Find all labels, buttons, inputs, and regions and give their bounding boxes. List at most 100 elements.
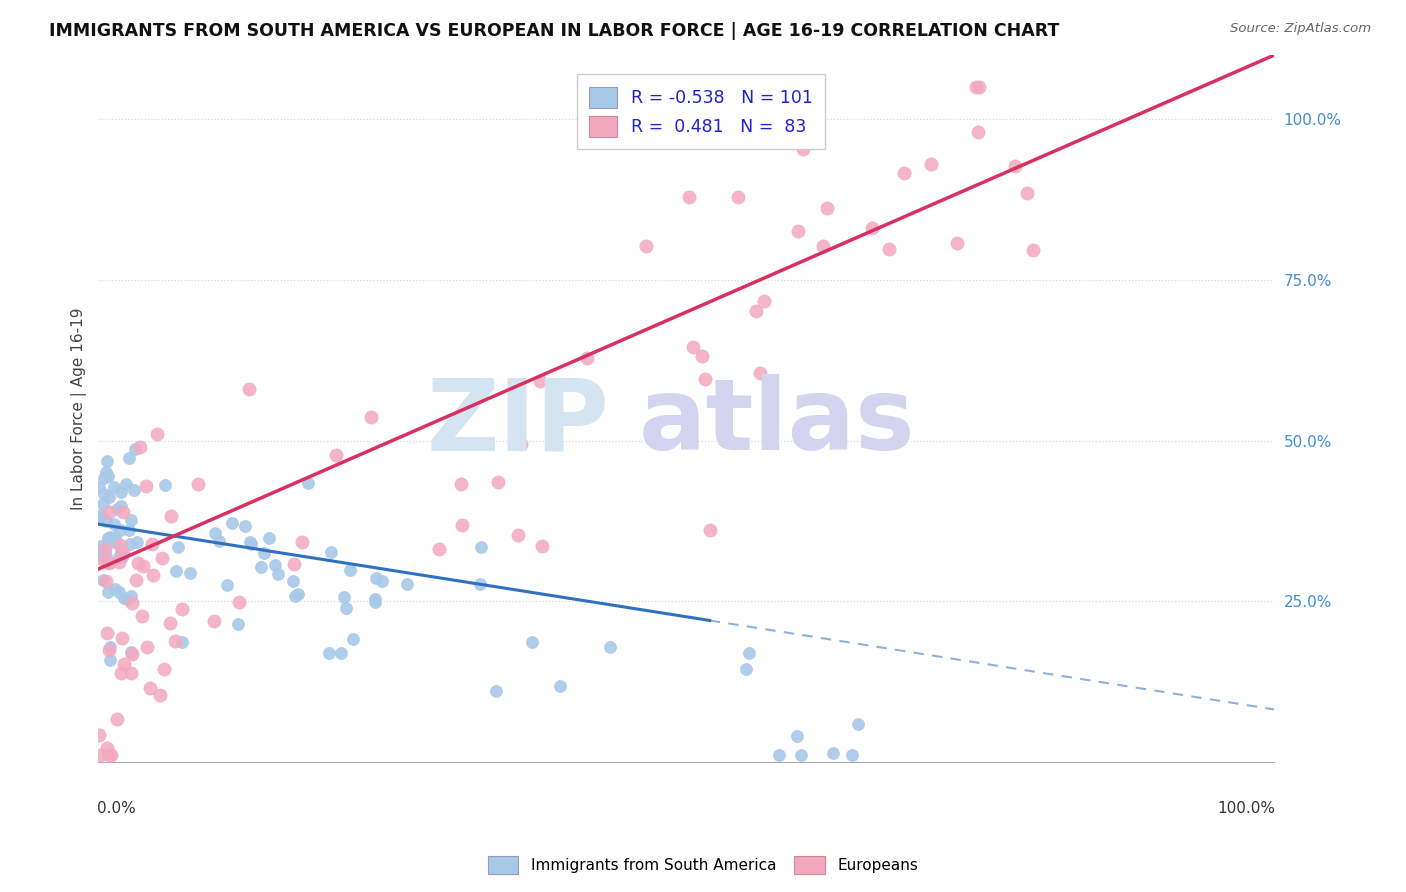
Point bbox=[114, 657, 136, 672]
Point bbox=[98, 530, 121, 544]
Point bbox=[131, 609, 153, 624]
Point bbox=[124, 442, 146, 456]
Point bbox=[110, 542, 132, 557]
Point bbox=[395, 577, 418, 591]
Point bbox=[846, 717, 869, 731]
Point bbox=[682, 340, 704, 354]
Point bbox=[187, 477, 209, 491]
Point bbox=[287, 587, 309, 601]
Point bbox=[120, 645, 142, 659]
Point bbox=[89, 542, 111, 557]
Point bbox=[841, 748, 863, 763]
Point bbox=[468, 577, 491, 591]
Point bbox=[93, 496, 115, 510]
Point bbox=[786, 729, 808, 743]
Point bbox=[120, 666, 142, 681]
Text: atlas: atlas bbox=[640, 374, 915, 471]
Point bbox=[103, 480, 125, 494]
Point bbox=[634, 239, 657, 253]
Point bbox=[105, 712, 128, 726]
Point bbox=[520, 634, 543, 648]
Point bbox=[153, 478, 176, 492]
Point bbox=[250, 560, 273, 574]
Point bbox=[89, 546, 111, 560]
Point bbox=[1004, 160, 1026, 174]
Point bbox=[97, 556, 120, 570]
Point bbox=[695, 372, 717, 386]
Point bbox=[89, 728, 111, 742]
Point bbox=[149, 688, 172, 702]
Point bbox=[233, 519, 256, 533]
Point bbox=[790, 748, 813, 763]
Point bbox=[1022, 243, 1045, 257]
Point bbox=[969, 80, 991, 95]
Point bbox=[94, 465, 117, 479]
Point bbox=[121, 648, 143, 662]
Point bbox=[97, 532, 120, 546]
Point bbox=[451, 518, 474, 533]
Text: IMMIGRANTS FROM SOUTH AMERICA VS EUROPEAN IN LABOR FORCE | AGE 16-19 CORRELATION: IMMIGRANTS FROM SOUTH AMERICA VS EUROPEA… bbox=[49, 22, 1060, 40]
Point bbox=[965, 80, 987, 95]
Point bbox=[470, 541, 492, 555]
Point bbox=[509, 437, 531, 451]
Point bbox=[122, 483, 145, 497]
Point bbox=[142, 567, 165, 582]
Point bbox=[576, 351, 599, 365]
Point bbox=[104, 534, 127, 549]
Point bbox=[325, 448, 347, 462]
Point bbox=[93, 486, 115, 500]
Point bbox=[1017, 186, 1039, 201]
Point bbox=[93, 554, 115, 568]
Point bbox=[204, 525, 226, 540]
Point bbox=[100, 748, 122, 763]
Point bbox=[97, 557, 120, 571]
Point bbox=[94, 541, 117, 556]
Point bbox=[96, 454, 118, 468]
Point bbox=[105, 502, 128, 516]
Point bbox=[132, 558, 155, 573]
Point bbox=[135, 479, 157, 493]
Point bbox=[364, 594, 387, 608]
Point bbox=[117, 523, 139, 537]
Point bbox=[738, 646, 761, 660]
Point bbox=[860, 221, 883, 235]
Point bbox=[159, 509, 181, 524]
Point bbox=[94, 549, 117, 564]
Point bbox=[93, 471, 115, 485]
Point bbox=[100, 640, 122, 654]
Point bbox=[90, 539, 112, 553]
Point bbox=[110, 500, 132, 514]
Point bbox=[93, 549, 115, 564]
Point bbox=[94, 574, 117, 588]
Point bbox=[97, 585, 120, 599]
Point bbox=[208, 533, 231, 548]
Legend: R = -0.538   N = 101, R =  0.481   N =  83: R = -0.538 N = 101, R = 0.481 N = 83 bbox=[578, 74, 825, 149]
Point bbox=[727, 190, 749, 204]
Point bbox=[146, 427, 169, 442]
Text: Source: ZipAtlas.com: Source: ZipAtlas.com bbox=[1230, 22, 1371, 36]
Point bbox=[792, 142, 814, 156]
Point bbox=[167, 540, 190, 554]
Point bbox=[97, 490, 120, 504]
Point bbox=[138, 681, 160, 696]
Point bbox=[877, 242, 900, 256]
Point bbox=[93, 543, 115, 558]
Point bbox=[815, 201, 838, 215]
Point bbox=[283, 558, 305, 572]
Point bbox=[548, 679, 571, 693]
Point bbox=[342, 632, 364, 646]
Point bbox=[89, 748, 111, 763]
Text: ZIP: ZIP bbox=[427, 374, 610, 471]
Point bbox=[485, 683, 508, 698]
Point bbox=[366, 571, 388, 585]
Point bbox=[98, 653, 121, 667]
Point bbox=[239, 537, 262, 551]
Point bbox=[318, 646, 340, 660]
Point bbox=[108, 585, 131, 599]
Point bbox=[96, 741, 118, 756]
Point bbox=[129, 440, 152, 454]
Point bbox=[110, 485, 132, 500]
Point bbox=[127, 556, 149, 570]
Point bbox=[257, 531, 280, 545]
Point bbox=[110, 665, 132, 680]
